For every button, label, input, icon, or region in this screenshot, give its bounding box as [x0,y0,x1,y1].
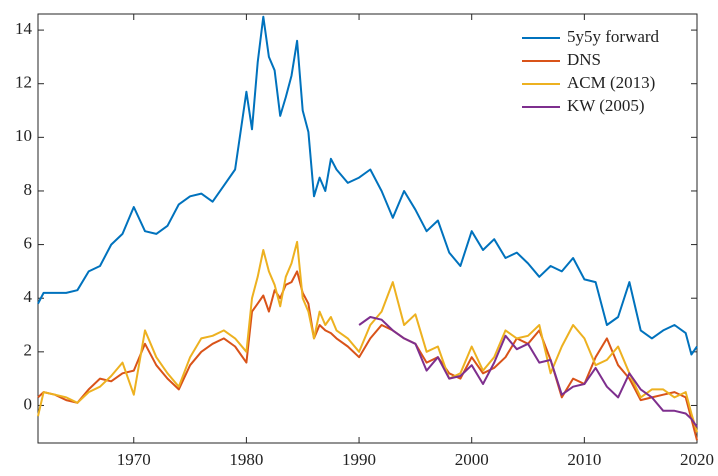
y-tick-label: 12 [15,73,32,92]
legend-label: KW (2005) [567,96,645,115]
legend-label: ACM (2013) [567,73,655,92]
y-tick-label: 2 [24,341,33,360]
x-tick-label: 1990 [342,450,376,469]
plot-area [37,13,698,444]
y-tick-label: 4 [24,287,33,306]
x-tick-label: 2000 [455,450,489,469]
legend-label: 5y5y forward [567,27,660,46]
y-tick-label: 14 [15,19,33,38]
series-line [37,240,698,433]
x-tick-label: 2010 [567,450,601,469]
x-tick-label: 1980 [229,450,263,469]
series-line [37,270,698,441]
x-tick-label: 2020 [680,450,714,469]
series-line [37,15,698,356]
y-tick-label: 10 [15,126,32,145]
x-tick-label: 1970 [117,450,151,469]
y-tick-label: 8 [24,180,33,199]
series-line [358,316,698,428]
y-tick-label: 0 [24,394,33,413]
y-tick-label: 6 [24,233,33,252]
legend-label: DNS [567,50,601,69]
